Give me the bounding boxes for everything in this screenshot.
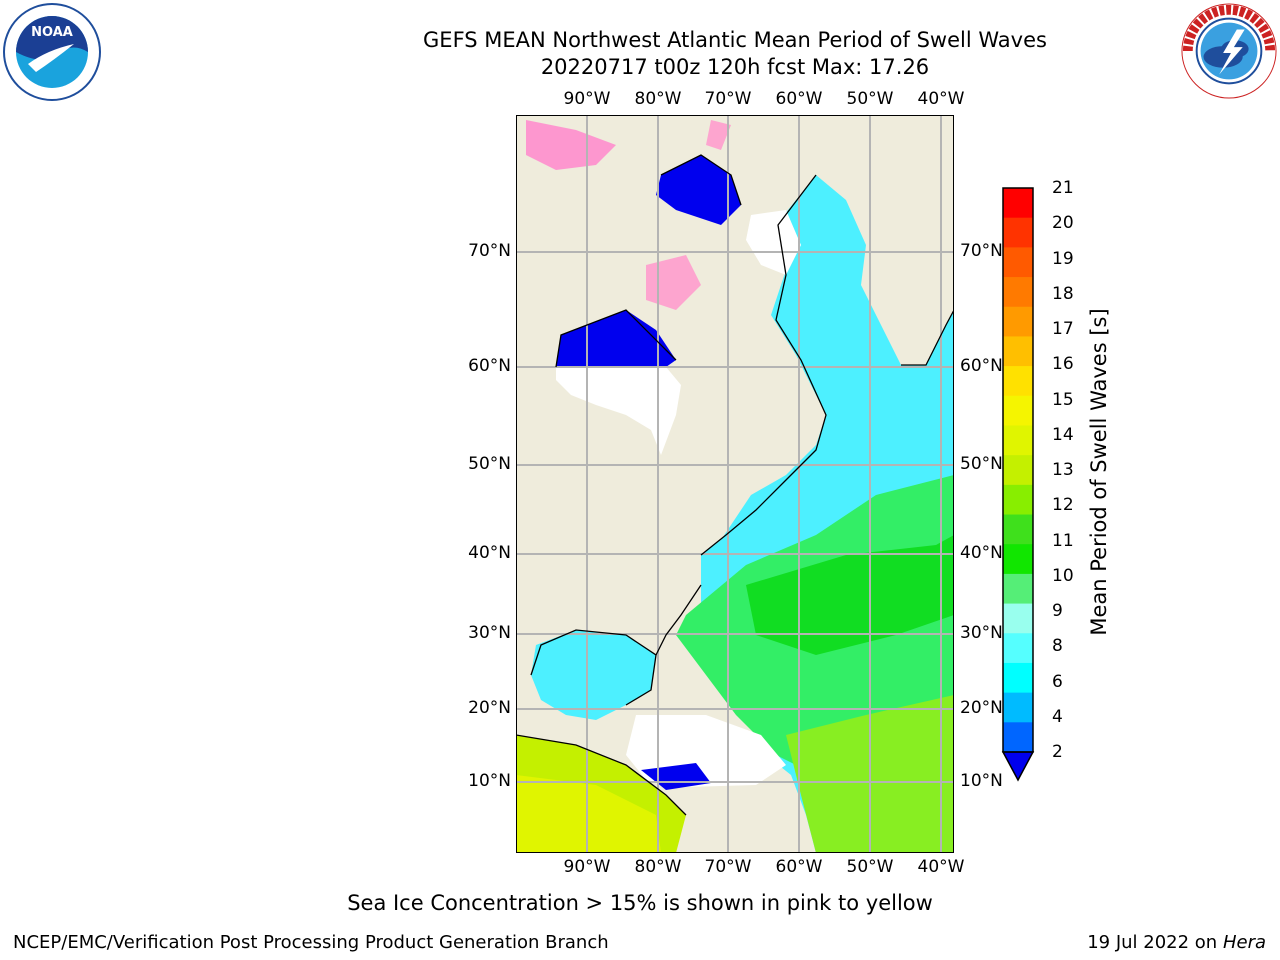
colorbar-under-arrow (1001, 751, 1035, 782)
colorbar-tick-label: 15 (1052, 389, 1074, 410)
colorbar-band (1003, 603, 1033, 634)
colorbar-band (1003, 188, 1033, 219)
lat-label-right: 40°N (960, 543, 1003, 563)
noaa-logo-icon: NOAA (3, 3, 101, 101)
sea-ice-note: Sea Ice Concentration > 15% is shown in … (347, 891, 933, 915)
colorbar-band (1003, 514, 1033, 545)
colorbar-tick-label: 17 (1052, 319, 1074, 339)
lat-label-right: 70°N (960, 241, 1003, 261)
sea-ice-foxe (646, 255, 701, 310)
lat-label-left: 50°N (468, 454, 511, 474)
colorbar-tick-label: 16 (1052, 354, 1074, 375)
lon-label-bottom: 60°W (775, 857, 823, 877)
lon-label-bottom: 80°W (634, 857, 682, 877)
lat-label-left: 60°N (468, 356, 511, 376)
lat-label-left: 70°N (468, 241, 511, 261)
colorbar (1001, 187, 1035, 782)
colorbar-bands (1003, 188, 1033, 753)
colorbar-tick-label: 12 (1052, 495, 1074, 516)
nws-logo-icon (1181, 3, 1277, 99)
colorbar-tick-label: 20 (1052, 213, 1074, 234)
branch-credit: NCEP/EMC/Verification Post Processing Pr… (13, 932, 609, 953)
run-date: 19 Jul 2022 on Hera (1087, 932, 1266, 953)
colorbar-band (1003, 484, 1033, 516)
map-subtitle: 20220717 t00z 120h fcst Max: 17.26 (540, 55, 930, 79)
colorbar-band (1003, 425, 1033, 456)
lat-label-right: 60°N (960, 356, 1003, 376)
colorbar-tick-label: 8 (1052, 636, 1063, 657)
colorbar-tick-label: 4 (1052, 706, 1063, 727)
lat-label-right: 20°N (960, 698, 1003, 718)
colorbar-tick-label: 19 (1052, 248, 1074, 269)
lon-label-top: 80°W (634, 89, 682, 109)
colorbar-tick-label: 2 (1052, 742, 1063, 762)
colorbar-tick-label: 14 (1052, 424, 1074, 445)
colorbar-band (1003, 573, 1033, 605)
colorbar-tick-label: 6 (1052, 671, 1063, 692)
colorbar-tick-label: 10 (1052, 565, 1074, 586)
colorbar-tick-label: 9 (1052, 601, 1063, 621)
colorbar-tick-label: 21 (1052, 178, 1074, 198)
colorbar-label-wrap: Mean Period of Swell Waves [s] (1084, 292, 1114, 652)
map-title: GEFS MEAN Northwest Atlantic Mean Period… (423, 28, 1047, 52)
colorbar-band (1003, 366, 1033, 397)
colorbar-band (1003, 217, 1033, 248)
lat-label-right: 50°N (960, 454, 1003, 474)
lon-label-bottom: 70°W (704, 857, 752, 877)
baffin-bay (656, 155, 741, 225)
colorbar-band (1003, 277, 1033, 308)
baffin-ice-mask (746, 210, 801, 275)
colorbar-tick-label: 18 (1052, 283, 1074, 304)
sea-ice-north (706, 120, 731, 150)
graticule (516, 115, 954, 853)
lon-label-bottom: 50°W (846, 857, 894, 877)
colorbar-band (1003, 455, 1033, 486)
lon-label-top: 60°W (775, 89, 823, 109)
lon-label-top: 50°W (846, 89, 894, 109)
lat-label-right: 30°N (960, 623, 1003, 643)
lat-label-left: 20°N (468, 698, 511, 718)
lat-label-right: 10°N (960, 771, 1003, 791)
colorbar-band (1003, 692, 1033, 723)
lon-label-top: 90°W (563, 89, 611, 109)
colorbar-band (1003, 306, 1033, 337)
sea-ice-arctic (526, 120, 616, 170)
colorbar-band (1003, 722, 1033, 753)
colorbar-band (1003, 247, 1033, 278)
swell-period-map (516, 115, 954, 853)
colorbar-band (1003, 336, 1033, 367)
colorbar-tick-label: 13 (1052, 460, 1074, 480)
colorbar-frame (1002, 187, 1034, 753)
lon-label-top: 40°W (917, 89, 965, 109)
colorbar-band (1003, 662, 1033, 694)
lon-label-bottom: 90°W (563, 857, 611, 877)
run-host: Hera (1222, 932, 1266, 953)
colorbar-band (1003, 633, 1033, 664)
run-date-text: 19 Jul 2022 on (1087, 932, 1218, 953)
lat-label-left: 30°N (468, 623, 511, 643)
colorbar-band (1003, 395, 1033, 426)
gulf-of-mexico-swell (531, 630, 656, 720)
lon-label-top: 70°W (704, 89, 752, 109)
coastlines (516, 154, 954, 816)
lat-label-left: 40°N (468, 543, 511, 563)
lat-label-left: 10°N (468, 771, 511, 791)
colorbar-label: Mean Period of Swell Waves [s] (1087, 308, 1111, 636)
south-america-coast-inner (516, 775, 661, 853)
noaa-logo-text: NOAA (31, 25, 73, 40)
lon-label-bottom: 40°W (917, 857, 965, 877)
colorbar-tick-label: 11 (1052, 530, 1074, 551)
colorbar-band (1003, 544, 1033, 575)
